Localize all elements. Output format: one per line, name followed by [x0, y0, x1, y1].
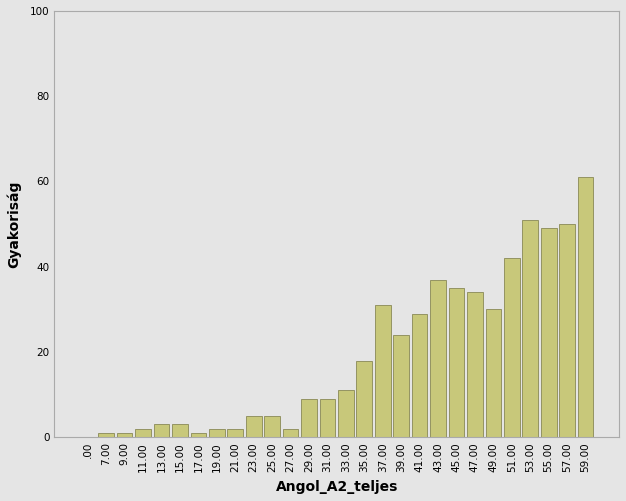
Bar: [504, 258, 520, 437]
Bar: [393, 335, 409, 437]
Bar: [172, 424, 188, 437]
Bar: [190, 433, 206, 437]
Bar: [449, 288, 464, 437]
Bar: [578, 177, 593, 437]
Bar: [117, 433, 133, 437]
Bar: [227, 429, 243, 437]
Bar: [153, 424, 170, 437]
Bar: [541, 228, 557, 437]
Bar: [486, 309, 501, 437]
Bar: [320, 399, 336, 437]
Bar: [375, 305, 391, 437]
Bar: [523, 220, 538, 437]
Bar: [559, 224, 575, 437]
Bar: [356, 361, 372, 437]
Bar: [430, 280, 446, 437]
X-axis label: Angol_A2_teljes: Angol_A2_teljes: [275, 480, 398, 494]
Bar: [467, 292, 483, 437]
Bar: [209, 429, 225, 437]
Bar: [283, 429, 299, 437]
Y-axis label: Gyakoriság: Gyakoriság: [7, 180, 21, 268]
Bar: [264, 416, 280, 437]
Bar: [301, 399, 317, 437]
Bar: [246, 416, 262, 437]
Bar: [135, 429, 151, 437]
Bar: [338, 390, 354, 437]
Bar: [98, 433, 114, 437]
Bar: [412, 314, 428, 437]
